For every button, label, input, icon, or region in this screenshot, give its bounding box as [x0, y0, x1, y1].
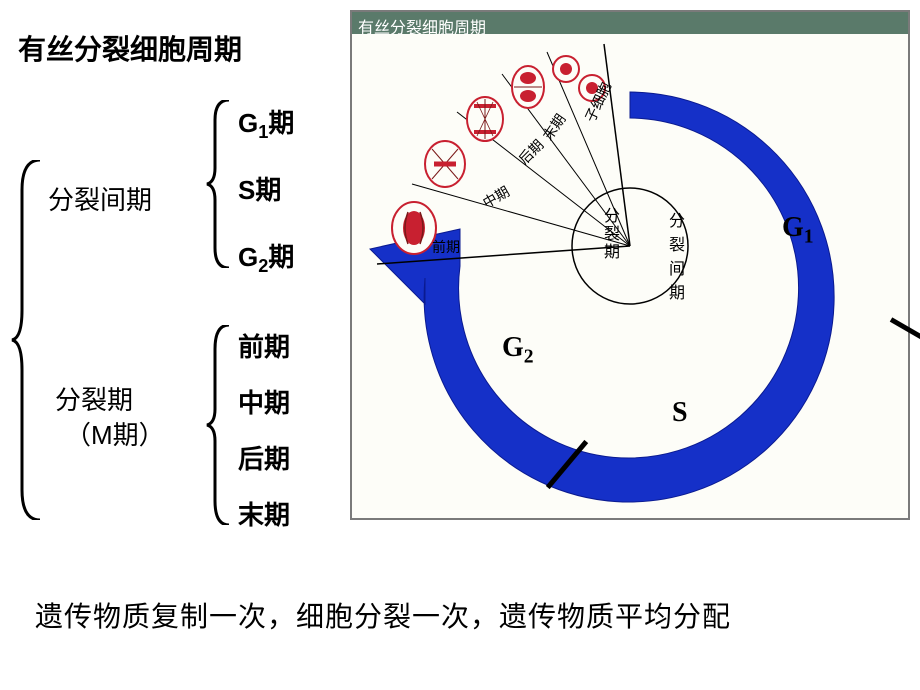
- diagram-header: 有丝分裂细胞周期: [352, 12, 908, 34]
- main-brace-icon: [10, 160, 44, 520]
- phase-anaphase: 后期: [238, 439, 290, 476]
- cell-daughter1-icon: [553, 56, 579, 82]
- phase-g2: G2期: [238, 237, 294, 277]
- interphase-label: 分裂间期: [48, 180, 152, 217]
- cycle-g2-label: G2: [502, 332, 534, 369]
- interphase-vertical-label: 分裂间期: [662, 212, 686, 308]
- mphase-brace-icon: [205, 325, 233, 525]
- phase-g1: G1期: [238, 103, 294, 143]
- stage-prophase-label: 前期: [432, 237, 460, 257]
- cell-prophase-icon: [392, 202, 436, 254]
- phase-metaphase: 中期: [238, 383, 290, 420]
- summary-text: 遗传物质复制一次，细胞分裂一次，遗传物质平均分配: [35, 595, 731, 635]
- phase-s: S期: [238, 170, 281, 207]
- cycle-s-label: S: [672, 397, 688, 429]
- phase-prophase: 前期: [238, 327, 290, 364]
- mphase-vertical-label: 分裂期: [597, 207, 621, 261]
- cycle-diagram: 有丝分裂细胞周期: [350, 10, 910, 520]
- cycle-g1-label: G1: [782, 212, 814, 249]
- cell-anaphase-icon: [467, 97, 503, 141]
- cell-metaphase-icon: [425, 141, 465, 187]
- mphase-sublabel: （M期）: [65, 415, 165, 452]
- phase-telophase: 末期: [238, 495, 290, 532]
- cell-telophase-icon: [512, 66, 544, 108]
- mphase-label: 分裂期: [55, 380, 133, 417]
- interphase-brace-icon: [205, 100, 233, 268]
- cycle-svg: [352, 34, 908, 520]
- page-title: 有丝分裂细胞周期: [18, 28, 242, 68]
